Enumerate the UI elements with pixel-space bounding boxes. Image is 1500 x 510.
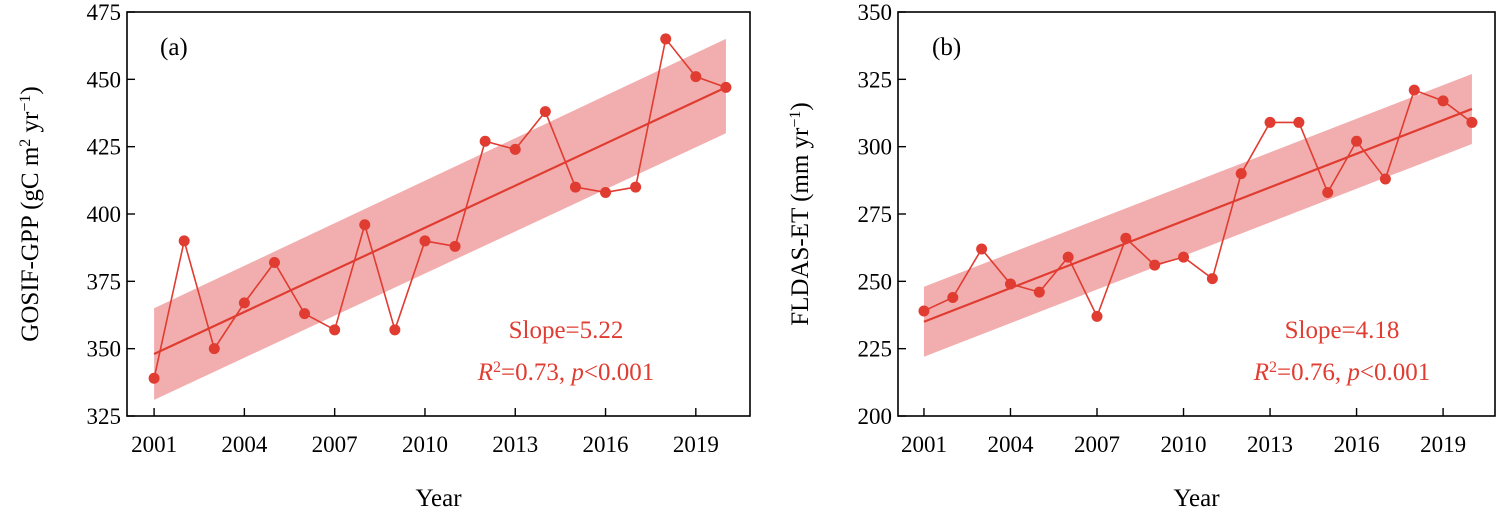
x-tick-label: 2010 bbox=[402, 432, 448, 457]
data-point bbox=[1264, 116, 1276, 128]
y-tick-label: 225 bbox=[858, 337, 893, 362]
data-point bbox=[1408, 84, 1420, 96]
data-point bbox=[720, 81, 732, 93]
y-tick-label: 325 bbox=[858, 67, 893, 92]
y-tick-label: 350 bbox=[87, 337, 122, 362]
data-point bbox=[329, 324, 341, 336]
y-tick-label: 300 bbox=[858, 135, 893, 160]
confidence-band bbox=[154, 38, 726, 400]
trend-line bbox=[923, 107, 1473, 323]
data-point bbox=[479, 135, 491, 147]
data-point bbox=[1091, 310, 1103, 322]
data-point bbox=[600, 186, 612, 198]
panel-label: (a) bbox=[160, 34, 188, 61]
chart-panel-1: 325 350 375 400 425 450 475 2001 2004 2007 2010 201… bbox=[17, 0, 751, 510]
y-tick-label: 400 bbox=[87, 202, 122, 227]
data-point bbox=[148, 372, 160, 384]
x-tick-label: 2001 bbox=[131, 432, 177, 457]
data-point bbox=[178, 235, 190, 247]
y-tick-label: 275 bbox=[858, 202, 893, 227]
data-point bbox=[389, 324, 401, 336]
data-point bbox=[1062, 251, 1074, 263]
x-tick-label: 2010 bbox=[1161, 432, 1207, 457]
x-tick-label: 2016 bbox=[583, 432, 629, 457]
data-point bbox=[1466, 116, 1478, 128]
y-axis-title: GOSIF-GPP (gC m2 yr−1) bbox=[17, 86, 45, 341]
data-point bbox=[569, 181, 581, 193]
y-tick-label: 375 bbox=[87, 269, 122, 294]
r2-annotation: R2=0.76, p<0.001 bbox=[1253, 359, 1431, 387]
y-tick-label: 200 bbox=[858, 404, 893, 429]
y-tick-label: 325 bbox=[87, 404, 122, 429]
r2-annotation: R2=0.73, p<0.001 bbox=[477, 359, 655, 387]
data-point bbox=[1178, 251, 1190, 263]
trend-line bbox=[153, 86, 727, 356]
data-point bbox=[630, 181, 642, 193]
data-point bbox=[238, 297, 250, 309]
x-tick-label: 2019 bbox=[673, 432, 719, 457]
x-axis-title: Year bbox=[1173, 485, 1220, 510]
data-point bbox=[976, 243, 988, 255]
data-point bbox=[1004, 278, 1016, 290]
data-point bbox=[1235, 168, 1247, 180]
data-point bbox=[1351, 135, 1363, 147]
x-tick-label: 2004 bbox=[987, 432, 1034, 457]
chart-panel-2: 200 225 250 275 300 325 350 2001 2004 2007 2010 201… bbox=[787, 0, 1496, 510]
data-point bbox=[1293, 116, 1305, 128]
y-tick-label: 350 bbox=[858, 0, 893, 25]
data-point bbox=[1206, 273, 1218, 285]
data-point bbox=[1120, 232, 1132, 244]
data-point bbox=[208, 343, 220, 355]
x-tick-label: 2007 bbox=[312, 432, 358, 457]
data-point bbox=[1033, 286, 1045, 298]
data-point bbox=[918, 305, 930, 317]
data-point bbox=[509, 143, 521, 155]
data-point bbox=[1379, 173, 1391, 185]
y-tick-label: 250 bbox=[858, 269, 893, 294]
x-axis-title: Year bbox=[415, 485, 462, 510]
y-tick-label: 475 bbox=[87, 0, 122, 25]
data-point bbox=[1437, 95, 1449, 107]
data-point bbox=[419, 235, 431, 247]
data-point bbox=[947, 291, 959, 303]
slope-annotation: Slope=4.18 bbox=[1285, 317, 1400, 344]
data-point bbox=[660, 33, 672, 45]
y-tick-label: 450 bbox=[87, 67, 122, 92]
x-tick-label: 2016 bbox=[1334, 432, 1380, 457]
data-point bbox=[359, 219, 371, 231]
x-tick-label: 2004 bbox=[221, 432, 268, 457]
x-tick-label: 2007 bbox=[1074, 432, 1120, 457]
data-point bbox=[268, 256, 280, 268]
x-tick-label: 2013 bbox=[1247, 432, 1293, 457]
data-point bbox=[1149, 259, 1161, 271]
data-point bbox=[1322, 186, 1334, 198]
data-point bbox=[449, 240, 461, 252]
panel-label: (b) bbox=[932, 34, 961, 61]
y-tick-label: 425 bbox=[87, 135, 122, 160]
data-point bbox=[299, 308, 311, 320]
data-point bbox=[690, 71, 702, 83]
x-tick-label: 2019 bbox=[1420, 432, 1466, 457]
x-tick-label: 2013 bbox=[492, 432, 538, 457]
data-point bbox=[539, 106, 551, 118]
x-tick-label: 2001 bbox=[901, 432, 947, 457]
y-axis-title: FLDAS-ET (mm yr−1) bbox=[787, 102, 815, 326]
slope-annotation: Slope=5.22 bbox=[509, 317, 624, 344]
